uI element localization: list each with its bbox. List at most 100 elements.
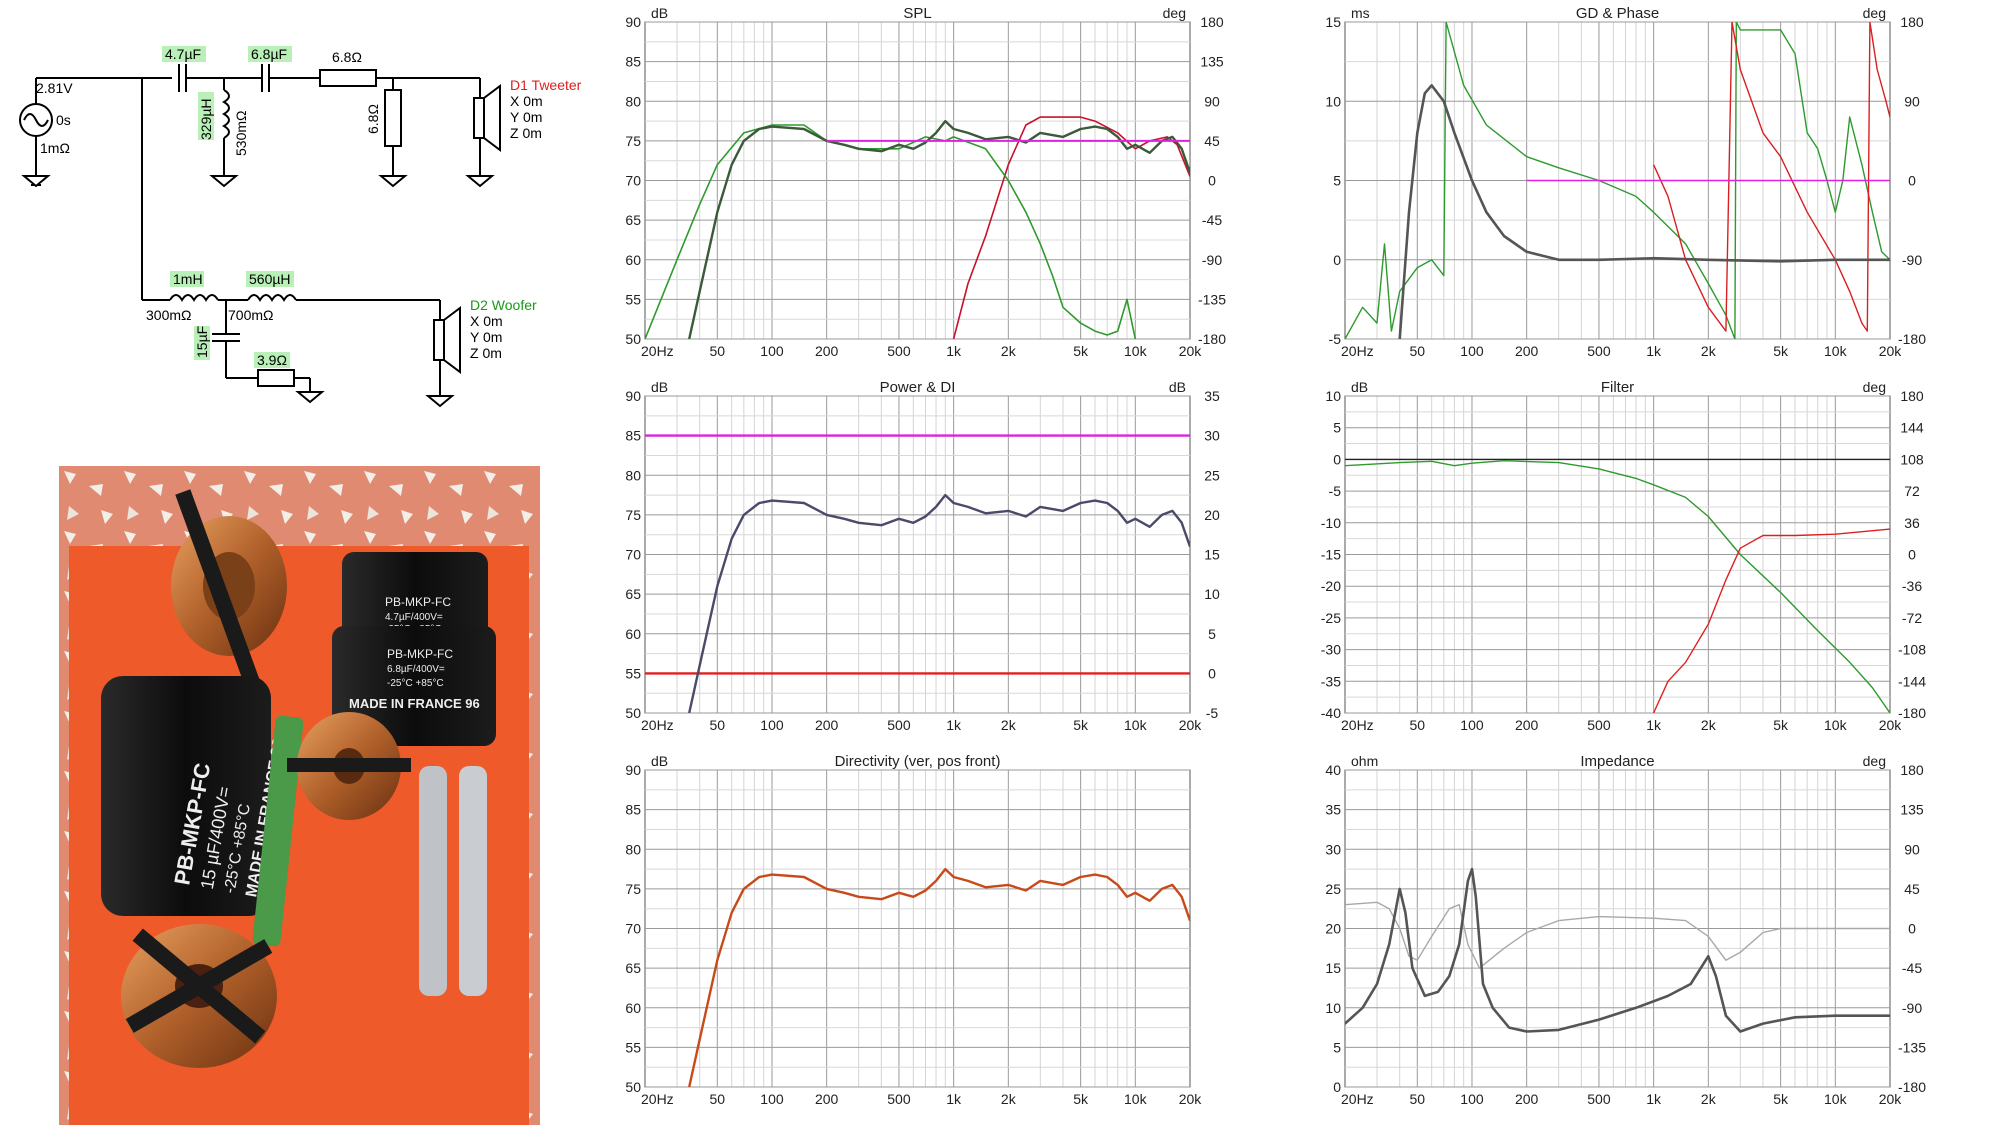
right-unit-label: deg <box>1863 379 1886 395</box>
y-tick-label: 50 <box>625 331 641 347</box>
series-line-3 <box>1398 84 1890 339</box>
y2-tick-label: -5 <box>1206 705 1219 721</box>
x-tick-label: 20k <box>1879 343 1903 359</box>
x-tick-label: 20k <box>1879 1091 1903 1107</box>
series-line-3 <box>688 119 1190 339</box>
y2-tick-label: 72 <box>1904 483 1920 499</box>
x-tick-label: 500 <box>1587 343 1611 359</box>
l-shunt-resistance-label: 530mΩ <box>233 111 249 157</box>
x-tick-label: 100 <box>1460 717 1484 733</box>
y-tick-label: 50 <box>625 705 641 721</box>
series-line-2 <box>1652 22 1890 332</box>
capacitor-6-8uF: PB-MKP-FC 6.8µF/400V= -25°C +85°C MADE I… <box>332 626 496 746</box>
right-unit-label: deg <box>1163 5 1186 21</box>
x-tick-label: 1k <box>1646 717 1662 733</box>
y2-tick-label: 25 <box>1204 467 1220 483</box>
y-tick-label: 30 <box>1325 841 1341 857</box>
grid <box>645 395 1190 714</box>
copper-coil-bottom <box>121 924 277 1068</box>
y-tick-label: -20 <box>1321 578 1341 594</box>
y-tick-label: -40 <box>1321 705 1341 721</box>
y-tick-label: 85 <box>625 54 641 70</box>
right-unit-label: deg <box>1863 753 1886 769</box>
y-tick-label: -5 <box>1329 331 1342 347</box>
x-tick-label: 20Hz <box>1341 343 1374 359</box>
y2-tick-label: 180 <box>1200 14 1224 30</box>
y-tick-label: 10 <box>1325 1000 1341 1016</box>
cap-small-1-brand: PB-MKP-FC <box>385 595 451 609</box>
y2-tick-label: -90 <box>1902 1000 1922 1016</box>
y2-tick-label: -135 <box>1898 1039 1926 1055</box>
y-tick-label: 5 <box>1333 1039 1341 1055</box>
copper-coil-small <box>287 712 411 820</box>
x-tick-label: 1k <box>946 343 962 359</box>
l2-resistance-label: 700mΩ <box>228 307 274 323</box>
r-series-value-label: 6.8Ω <box>332 49 362 65</box>
x-tick-label: 5k <box>1073 343 1089 359</box>
y2-tick-label: -90 <box>1202 252 1222 268</box>
series-line-2 <box>645 124 1137 339</box>
y-tick-label: 80 <box>625 467 641 483</box>
y-tick-label: 15 <box>1325 960 1341 976</box>
x-tick-label: 20k <box>1879 717 1903 733</box>
y-tick-label: 0 <box>1333 1079 1341 1095</box>
y2-tick-label: 144 <box>1900 420 1924 436</box>
woofer-x-label: X 0m <box>470 313 503 329</box>
y-tick-label: 90 <box>625 14 641 30</box>
x-tick-label: 10k <box>1124 1091 1148 1107</box>
x-tick-label: 5k <box>1773 1091 1789 1107</box>
y-tick-label: 60 <box>625 626 641 642</box>
cap-small-2-temp: -25°C +85°C <box>387 678 444 689</box>
x-tick-label: 10k <box>1824 1091 1848 1107</box>
chart-title: GD & Phase <box>1576 5 1659 22</box>
y-tick-label: -35 <box>1321 673 1341 689</box>
y-tick-label: 10 <box>1325 388 1341 404</box>
x-tick-label: 50 <box>710 343 726 359</box>
y2-tick-label: -36 <box>1902 578 1922 594</box>
y-tick-label: 55 <box>625 1039 641 1055</box>
y2-tick-label: 0 <box>1908 173 1916 189</box>
y2-tick-label: 0 <box>1208 665 1216 681</box>
y-tick-label: 60 <box>625 252 641 268</box>
y2-tick-label: 0 <box>1908 547 1916 563</box>
c1-value-label: 4.7µF <box>165 46 201 62</box>
x-tick-label: 200 <box>815 343 839 359</box>
chart-title: Impedance <box>1580 753 1654 770</box>
x-tick-label: 200 <box>1515 1091 1539 1107</box>
cap-small-2-brand: PB-MKP-FC <box>387 647 453 661</box>
y2-tick-label: -180 <box>1898 705 1926 721</box>
y-tick-label: 65 <box>625 212 641 228</box>
tweeter-y-label: Y 0m <box>510 109 542 125</box>
grid <box>645 21 1190 340</box>
y-tick-label: 10 <box>1325 93 1341 109</box>
y2-tick-label: 36 <box>1904 515 1920 531</box>
cap-small-1-rating: 4.7µF/400V= <box>385 612 443 623</box>
y2-tick-label: -144 <box>1898 673 1926 689</box>
capacitor-15uF: PB-MKP-FC 15 µF/400V= -25°C +85°C MADE I… <box>101 676 288 916</box>
x-tick-label: 50 <box>1410 717 1426 733</box>
x-tick-label: 20k <box>1179 343 1203 359</box>
series-line-3 <box>688 493 1190 713</box>
y2-tick-label: -45 <box>1902 960 1922 976</box>
green-resistor <box>252 715 304 947</box>
x-tick-label: 500 <box>1587 717 1611 733</box>
y-tick-label: 55 <box>625 665 641 681</box>
left-unit-label: dB <box>651 379 668 395</box>
y2-tick-label: -45 <box>1202 212 1222 228</box>
l1-value-label: 1mH <box>173 271 203 287</box>
left-unit-label: dB <box>1351 379 1368 395</box>
y2-tick-label: 180 <box>1900 14 1924 30</box>
x-tick-label: 50 <box>1410 1091 1426 1107</box>
x-tick-label: 20Hz <box>1341 1091 1374 1107</box>
x-tick-label: 5k <box>1773 343 1789 359</box>
y-tick-label: 70 <box>625 547 641 563</box>
y-tick-label: 90 <box>625 762 641 778</box>
x-tick-label: 500 <box>887 1091 911 1107</box>
ceramic-resistor-2 <box>459 766 487 996</box>
y-tick-label: 35 <box>1325 802 1341 818</box>
chart-title: Directivity (ver, pos front) <box>835 753 1001 770</box>
cap-small-2-origin: MADE IN FRANCE 96 <box>349 696 480 711</box>
left-unit-label: ms <box>1351 5 1370 21</box>
y-tick-label: 80 <box>625 841 641 857</box>
y-tick-label: 55 <box>625 291 641 307</box>
